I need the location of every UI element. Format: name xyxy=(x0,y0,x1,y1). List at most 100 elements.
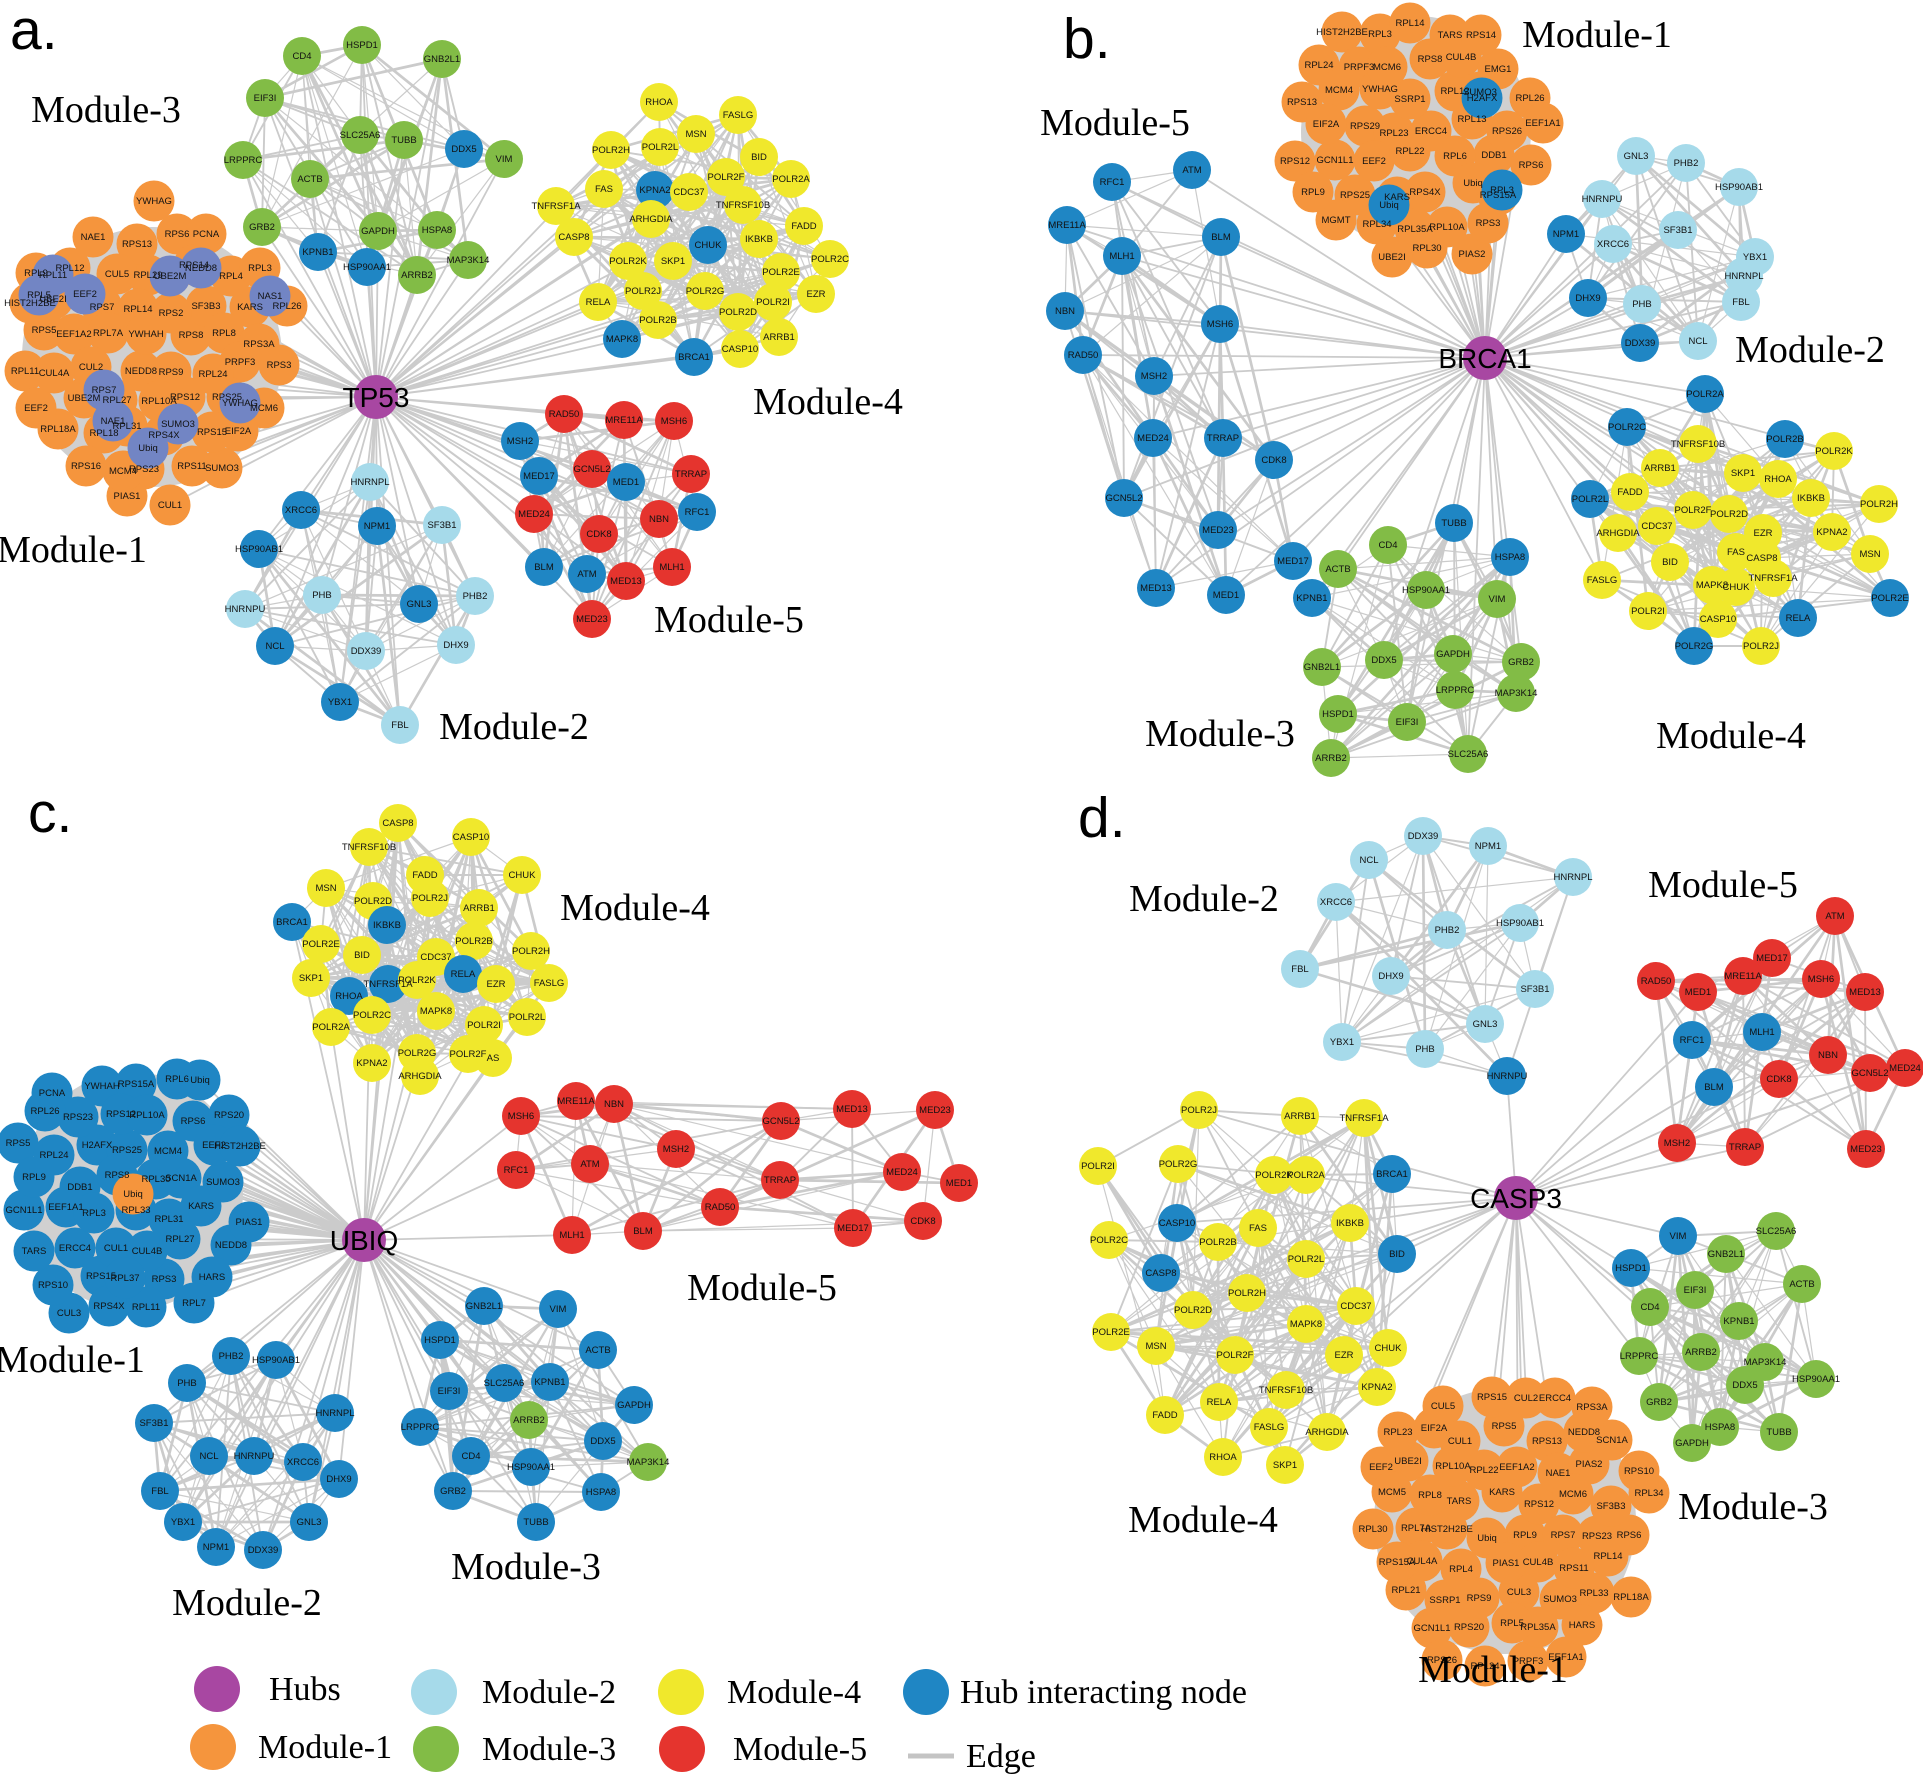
svg-text:GRB2: GRB2 xyxy=(249,222,275,233)
svg-text:MCM6: MCM6 xyxy=(1559,1489,1587,1500)
svg-text:POLR2L: POLR2L xyxy=(642,142,678,153)
svg-text:HSPA8: HSPA8 xyxy=(422,225,452,236)
svg-text:RPL14: RPL14 xyxy=(1395,18,1424,29)
svg-text:NPM1: NPM1 xyxy=(1475,841,1501,852)
svg-text:HNRNPL: HNRNPL xyxy=(1724,271,1763,282)
svg-text:TARS: TARS xyxy=(1438,30,1463,41)
svg-text:RPL22: RPL22 xyxy=(1395,146,1424,157)
svg-text:VIM: VIM xyxy=(1670,1231,1687,1242)
svg-text:SKP1: SKP1 xyxy=(1273,1460,1297,1471)
svg-text:RELA: RELA xyxy=(1786,613,1811,624)
svg-text:RPS12: RPS12 xyxy=(1524,1499,1554,1510)
svg-text:RPL31: RPL31 xyxy=(154,1214,183,1225)
svg-text:GNL3: GNL3 xyxy=(407,599,432,610)
svg-text:EEF1A2: EEF1A2 xyxy=(56,329,91,340)
svg-text:GNL3: GNL3 xyxy=(1624,151,1649,162)
svg-text:BLM: BLM xyxy=(534,562,554,573)
svg-text:MSH2: MSH2 xyxy=(663,1144,689,1155)
svg-text:KPNB1: KPNB1 xyxy=(534,1377,565,1388)
svg-text:EIF3I: EIF3I xyxy=(1396,717,1419,728)
svg-text:HARS: HARS xyxy=(199,1272,225,1283)
svg-text:RFC1: RFC1 xyxy=(1100,177,1125,188)
svg-text:MCM6: MCM6 xyxy=(1373,62,1401,73)
svg-text:TRRAP: TRRAP xyxy=(1207,433,1239,444)
svg-text:RPS3A: RPS3A xyxy=(243,339,275,350)
svg-text:RPL9: RPL9 xyxy=(1301,187,1325,198)
svg-text:ERCC4: ERCC4 xyxy=(59,1243,91,1254)
svg-text:RPS9: RPS9 xyxy=(1467,1593,1492,1604)
svg-text:RPS7: RPS7 xyxy=(1551,1530,1576,1541)
svg-text:MAP3K14: MAP3K14 xyxy=(627,1457,670,1468)
svg-text:RPL11: RPL11 xyxy=(132,1302,160,1313)
svg-text:GCN5L2: GCN5L2 xyxy=(574,464,611,475)
svg-text:DDX39: DDX39 xyxy=(351,646,382,657)
svg-text:GCN1L1: GCN1L1 xyxy=(1414,1623,1451,1634)
svg-text:RPS10: RPS10 xyxy=(1624,1466,1654,1477)
svg-text:RPL10A: RPL10A xyxy=(129,1110,165,1121)
svg-text:RPL9: RPL9 xyxy=(1513,1530,1537,1541)
svg-text:RPS3A: RPS3A xyxy=(1576,1402,1608,1413)
svg-text:UBE2I: UBE2I xyxy=(1378,252,1405,263)
svg-text:ERCC4: ERCC4 xyxy=(1539,1393,1571,1404)
svg-text:EEF1A1: EEF1A1 xyxy=(1525,118,1560,129)
svg-text:Module-1: Module-1 xyxy=(0,1339,145,1381)
svg-text:PHB2: PHB2 xyxy=(1674,158,1699,169)
svg-text:POLR2A: POLR2A xyxy=(1686,389,1724,400)
svg-text:NPM1: NPM1 xyxy=(1553,229,1579,240)
svg-text:RPL3: RPL3 xyxy=(248,263,272,274)
svg-text:RHOA: RHOA xyxy=(1209,1452,1237,1463)
svg-text:PIAS1: PIAS1 xyxy=(114,491,141,502)
svg-text:TARS: TARS xyxy=(1447,1496,1472,1507)
svg-text:Ubiq: Ubiq xyxy=(1379,200,1399,211)
svg-text:CUL4B: CUL4B xyxy=(1523,1557,1554,1568)
svg-text:DDX39: DDX39 xyxy=(1625,338,1656,349)
svg-text:c.: c. xyxy=(28,781,72,845)
svg-text:MLH1: MLH1 xyxy=(559,1230,584,1241)
svg-text:RPL18A: RPL18A xyxy=(40,424,76,435)
svg-text:RPL3: RPL3 xyxy=(82,1208,106,1219)
svg-text:Ubiq: Ubiq xyxy=(1477,1533,1497,1544)
svg-text:RPS2: RPS2 xyxy=(159,308,184,319)
svg-text:CASP8: CASP8 xyxy=(1746,553,1777,564)
svg-text:CASP10: CASP10 xyxy=(722,344,758,355)
svg-text:BID: BID xyxy=(751,152,767,163)
svg-text:ATM: ATM xyxy=(1825,911,1844,922)
svg-text:LRPPRC: LRPPRC xyxy=(1436,685,1475,696)
svg-text:HSPA8: HSPA8 xyxy=(1495,552,1525,563)
svg-text:MED23: MED23 xyxy=(919,1105,951,1116)
svg-text:IKBKB: IKBKB xyxy=(745,234,773,245)
svg-text:YWHAG: YWHAG xyxy=(136,196,172,207)
svg-text:NEDD8: NEDD8 xyxy=(215,1240,247,1251)
svg-text:RPS8: RPS8 xyxy=(105,1170,130,1181)
svg-text:POLR2D: POLR2D xyxy=(354,896,392,907)
svg-text:RAD50: RAD50 xyxy=(705,1202,736,1213)
svg-text:RPL9: RPL9 xyxy=(24,268,48,279)
svg-text:HIST2H2BE: HIST2H2BE xyxy=(1316,27,1368,38)
svg-text:POLR2E: POLR2E xyxy=(762,267,800,278)
svg-text:HARS: HARS xyxy=(1569,1620,1595,1631)
svg-text:RPL31: RPL31 xyxy=(112,421,141,432)
svg-text:Module-5: Module-5 xyxy=(687,1267,837,1309)
svg-text:RPL8: RPL8 xyxy=(1418,1490,1442,1501)
svg-text:HSP90AA1: HSP90AA1 xyxy=(1402,585,1450,596)
svg-text:HNRNPU: HNRNPU xyxy=(1582,194,1623,205)
svg-text:RPL13: RPL13 xyxy=(1457,114,1486,125)
svg-text:MAPK8: MAPK8 xyxy=(1290,1319,1322,1330)
svg-text:DDX39: DDX39 xyxy=(1408,831,1439,842)
svg-text:HNRNPU: HNRNPU xyxy=(225,604,266,615)
svg-text:BLM: BLM xyxy=(633,1226,653,1237)
svg-text:d.: d. xyxy=(1078,786,1126,850)
svg-text:SSRP1: SSRP1 xyxy=(1429,1595,1460,1606)
svg-text:TUBB: TUBB xyxy=(1766,1427,1791,1438)
svg-text:NCL: NCL xyxy=(1688,336,1707,347)
svg-text:RHOA: RHOA xyxy=(1764,474,1792,485)
svg-text:DDX5: DDX5 xyxy=(451,144,476,155)
svg-text:CASP8: CASP8 xyxy=(1145,1268,1176,1279)
svg-text:ACTB: ACTB xyxy=(297,174,322,185)
svg-text:SUMO3: SUMO3 xyxy=(1463,87,1497,98)
svg-text:MAP3K14: MAP3K14 xyxy=(447,255,490,266)
svg-text:MLH1: MLH1 xyxy=(1109,251,1134,262)
svg-text:POLR2G: POLR2G xyxy=(398,1048,437,1059)
svg-text:POLR2I: POLR2I xyxy=(1631,606,1665,617)
svg-text:RPS6: RPS6 xyxy=(1617,1530,1642,1541)
